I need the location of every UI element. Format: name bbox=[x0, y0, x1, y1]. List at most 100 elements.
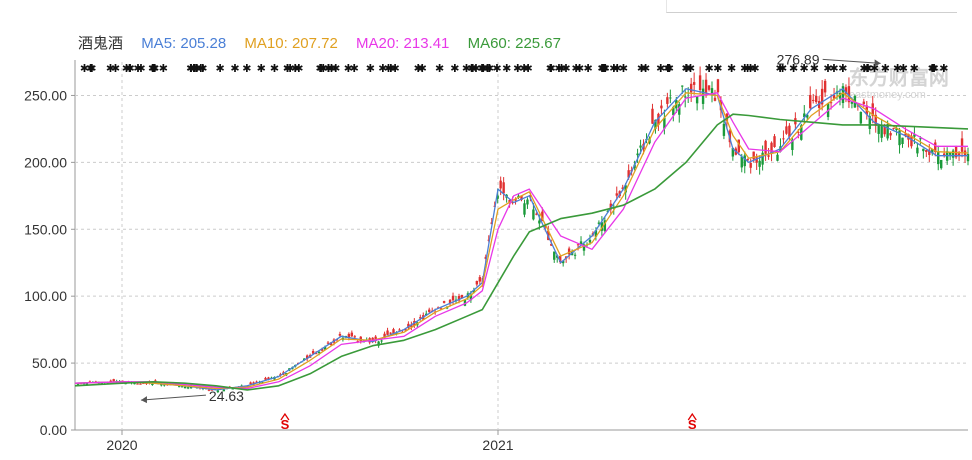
event-dot: ✱ bbox=[750, 62, 759, 75]
event-dot: ✱ bbox=[467, 62, 476, 75]
candle-body bbox=[264, 377, 267, 380]
candle-body bbox=[722, 123, 726, 136]
event-dot: ✱ bbox=[283, 62, 292, 75]
candle-body bbox=[797, 131, 800, 133]
candle-body bbox=[597, 222, 601, 224]
event-dot: ✱ bbox=[485, 62, 494, 75]
event-dot: ✱ bbox=[87, 62, 96, 75]
candle-body bbox=[701, 88, 705, 104]
event-dot: ✱ bbox=[609, 62, 618, 75]
candle-body bbox=[139, 383, 142, 385]
candle-body bbox=[142, 383, 145, 385]
candle-body bbox=[910, 135, 913, 147]
y-tick-label: 50.00 bbox=[32, 355, 67, 371]
event-dot: ✱ bbox=[435, 62, 444, 75]
annotation-arrowhead-low bbox=[140, 396, 147, 404]
candle-body bbox=[183, 386, 187, 389]
candle-body bbox=[785, 126, 788, 134]
legend-ma20: MA20: 213.41 bbox=[356, 35, 450, 52]
candle-body bbox=[773, 136, 776, 147]
candle-body bbox=[704, 79, 708, 93]
candle-body bbox=[136, 383, 139, 385]
top-search-box[interactable] bbox=[666, 0, 957, 13]
event-dot: ✱ bbox=[881, 62, 890, 75]
y-tick-label: 150.00 bbox=[24, 221, 67, 237]
candle-body bbox=[82, 383, 86, 385]
candle-body bbox=[624, 185, 627, 193]
candle-body bbox=[755, 157, 758, 163]
candle-body bbox=[112, 379, 115, 382]
event-dot: ✱ bbox=[778, 62, 787, 75]
event-dot: ✱ bbox=[575, 62, 584, 75]
event-dot: ✱ bbox=[863, 62, 872, 75]
candle-body bbox=[523, 203, 526, 215]
candle-body bbox=[186, 387, 190, 389]
event-dot: ✱ bbox=[450, 62, 459, 75]
candle-body bbox=[189, 386, 193, 389]
candle-body bbox=[931, 149, 934, 154]
candle-body bbox=[934, 142, 937, 152]
event-dot: ✱ bbox=[384, 62, 393, 75]
candle-body bbox=[770, 142, 773, 154]
candle-body bbox=[576, 244, 580, 246]
candle-body bbox=[692, 82, 696, 85]
candle-body bbox=[163, 384, 166, 386]
candle-body bbox=[392, 329, 395, 334]
event-dot: ✱ bbox=[641, 62, 650, 75]
candle-body bbox=[761, 152, 764, 165]
candle-body bbox=[651, 108, 654, 124]
candle-body bbox=[177, 386, 181, 388]
candle-body bbox=[579, 241, 583, 245]
event-dot: ✱ bbox=[681, 62, 690, 75]
candle-body bbox=[966, 154, 970, 162]
candle-body bbox=[380, 340, 383, 342]
candle-body bbox=[338, 333, 342, 336]
event-dot: ✱ bbox=[713, 62, 722, 75]
candle-body bbox=[594, 230, 598, 237]
candle-body bbox=[850, 101, 854, 104]
candle-body bbox=[323, 346, 327, 350]
candle-body bbox=[695, 96, 699, 104]
event-dot: ✱ bbox=[513, 62, 522, 75]
candle-body bbox=[880, 125, 883, 138]
candle-body bbox=[320, 348, 324, 351]
candle-body bbox=[948, 152, 952, 155]
event-dot: ✱ bbox=[478, 62, 487, 75]
series-line-ma5 bbox=[74, 88, 968, 391]
event-dot: ✱ bbox=[462, 62, 471, 75]
event-dot: ✱ bbox=[386, 62, 395, 75]
candle-body bbox=[922, 148, 925, 152]
candle-body bbox=[684, 96, 687, 98]
event-dot: ✱ bbox=[378, 62, 387, 75]
annotation-arrow-low bbox=[140, 394, 206, 401]
event-dot: ✱ bbox=[910, 62, 919, 75]
candle-body bbox=[151, 383, 154, 385]
event-dot: ✱ bbox=[619, 62, 628, 75]
candle-body bbox=[731, 147, 735, 157]
candle-body bbox=[758, 160, 761, 167]
candle-body bbox=[231, 388, 234, 390]
event-dot: ✱ bbox=[601, 62, 610, 75]
event-dot: ✱ bbox=[554, 62, 563, 75]
candle-body bbox=[207, 389, 211, 391]
event-dot: ✱ bbox=[414, 62, 423, 75]
event-dot: ✱ bbox=[870, 62, 879, 75]
event-dot: ✱ bbox=[286, 62, 295, 75]
event-dot: ✱ bbox=[746, 62, 755, 75]
candle-body bbox=[746, 159, 749, 161]
candle-body bbox=[356, 341, 359, 343]
event-dot: ✱ bbox=[492, 62, 501, 75]
event-dot: ✱ bbox=[190, 62, 199, 75]
candle-body bbox=[538, 220, 541, 224]
event-dot: ✱ bbox=[148, 62, 157, 75]
event-dot: ✱ bbox=[775, 62, 784, 75]
event-dot: ✱ bbox=[740, 62, 749, 75]
event-dot: ✱ bbox=[136, 62, 145, 75]
legend-ma60: MA60: 225.67 bbox=[467, 35, 561, 52]
candle-body bbox=[76, 383, 80, 385]
event-dot: ✱ bbox=[893, 62, 902, 75]
legend-ma5: MA5: 205.28 bbox=[141, 35, 227, 52]
candle-body bbox=[713, 97, 717, 101]
candle-body bbox=[109, 380, 112, 383]
